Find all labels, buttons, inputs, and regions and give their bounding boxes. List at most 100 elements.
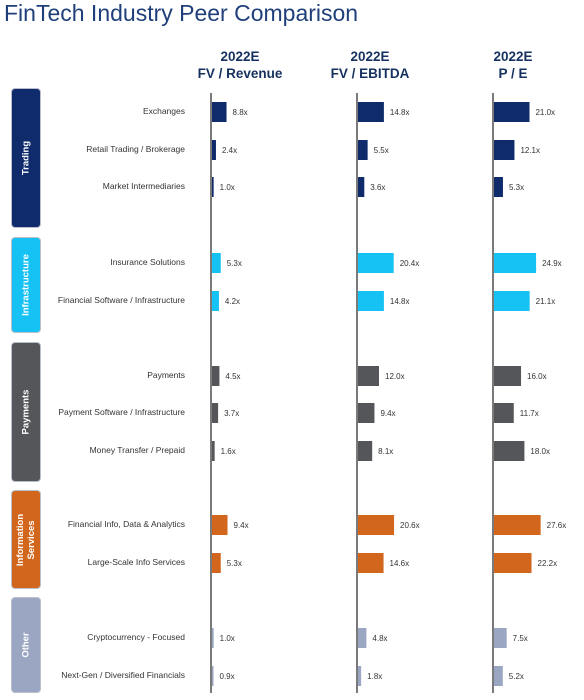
value-label-s2-r0: 21.0x <box>535 108 555 117</box>
bar-s1-r9 <box>358 553 384 573</box>
bar-s1-r3 <box>358 253 394 273</box>
value-label-s1-r3: 20.4x <box>400 259 420 268</box>
value-label-s2-r3: 24.9x <box>542 259 562 268</box>
column-header-0-line-0: 2022E <box>220 49 260 64</box>
value-label-s0-r10: 1.0x <box>220 634 235 643</box>
bar-s1-r7 <box>358 441 373 461</box>
value-label-s0-r11: 0.9x <box>220 672 235 681</box>
value-label-s0-r6: 3.7x <box>224 409 239 418</box>
column-header-2: 2022E P / E <box>443 48 583 82</box>
value-label-s1-r0: 14.8x <box>390 108 410 117</box>
value-label-s1-r10: 4.8x <box>372 634 387 643</box>
value-label-s1-r8: 20.6x <box>400 521 420 530</box>
column-header-1-line-1: FV / EBITDA <box>330 66 410 81</box>
group-box-0: Trading <box>11 88 41 228</box>
bar-s2-r11 <box>494 666 503 686</box>
category-label-4: Financial Software / Infrastructure <box>57 295 185 305</box>
bar-s0-r5 <box>212 366 220 386</box>
value-label-s0-r0: 8.8x <box>233 108 248 117</box>
value-label-s2-r11: 5.2x <box>509 672 524 681</box>
value-label-s1-r1: 5.5x <box>374 146 389 155</box>
value-label-s2-r9: 22.2x <box>538 559 558 568</box>
value-label-s1-r7: 8.1x <box>378 447 393 456</box>
group-box-2: Payments <box>11 342 41 482</box>
value-label-s0-r3: 5.3x <box>227 259 242 268</box>
column-header-1-line-0: 2022E <box>350 49 390 64</box>
bar-s1-r0 <box>358 102 384 122</box>
value-label-s1-r11: 1.8x <box>367 672 382 681</box>
column-header-2-line-1: P / E <box>498 66 528 81</box>
bar-s2-r5 <box>494 366 522 386</box>
category-label-0: Exchanges <box>142 106 185 116</box>
bar-s0-r4 <box>212 291 219 311</box>
group-box-3: Information Services <box>11 490 41 589</box>
bar-s0-r10 <box>212 628 214 648</box>
category-label-2: Market Intermediaries <box>102 181 185 191</box>
value-label-s1-r2: 3.6x <box>370 183 385 192</box>
value-label-s1-r5: 12.0x <box>385 372 405 381</box>
bar-s0-r7 <box>212 441 215 461</box>
category-label-6: Payment Software / Infrastructure <box>58 407 185 417</box>
value-label-s0-r1: 2.4x <box>222 146 237 155</box>
bar-s1-r10 <box>358 628 367 648</box>
value-label-s1-r9: 14.6x <box>390 559 410 568</box>
category-label-3: Insurance Solutions <box>110 257 185 267</box>
category-label-10: Cryptocurrency - Focused <box>87 632 185 642</box>
column-header-0: 2022E FV / Revenue <box>170 48 310 82</box>
category-label-9: Large-Scale Info Services <box>87 557 185 567</box>
bar-s2-r4 <box>494 291 530 311</box>
value-label-s0-r8: 9.4x <box>234 521 249 530</box>
bar-s1-r2 <box>358 177 365 197</box>
bar-s1-r1 <box>358 140 368 160</box>
value-label-s0-r7: 1.6x <box>221 447 236 456</box>
bar-s2-r2 <box>494 177 503 197</box>
bar-s2-r9 <box>494 553 532 573</box>
bar-s0-r9 <box>212 553 221 573</box>
category-label-7: Money Transfer / Prepaid <box>89 445 185 455</box>
bar-s0-r2 <box>212 177 214 197</box>
bar-s1-r8 <box>358 515 395 535</box>
value-label-s0-r5: 4.5x <box>225 372 240 381</box>
value-label-s1-r4: 14.8x <box>390 297 410 306</box>
bar-s1-r5 <box>358 366 379 386</box>
bar-s0-r3 <box>212 253 221 273</box>
value-label-s0-r9: 5.3x <box>227 559 242 568</box>
category-label-5: Payments <box>147 370 185 380</box>
value-label-s1-r6: 9.4x <box>380 409 395 418</box>
bar-s1-r6 <box>358 403 375 423</box>
value-label-s0-r4: 4.2x <box>225 297 240 306</box>
value-label-s0-r2: 1.0x <box>220 183 235 192</box>
column-header-2-line-0: 2022E <box>493 49 533 64</box>
column-header-0-line-1: FV / Revenue <box>197 66 283 81</box>
value-label-s2-r7: 18.0x <box>530 447 550 456</box>
bar-s0-r8 <box>212 515 228 535</box>
value-label-s2-r1: 12.1x <box>520 146 540 155</box>
bar-s0-r11 <box>212 666 214 686</box>
bar-s1-r11 <box>358 666 362 686</box>
bar-s2-r1 <box>494 140 515 160</box>
value-label-s2-r2: 5.3x <box>509 183 524 192</box>
value-label-s2-r6: 11.7x <box>520 409 539 418</box>
value-label-s2-r5: 16.0x <box>527 372 547 381</box>
group-box-1: Infrastructure <box>11 237 41 333</box>
bar-s0-r6 <box>212 403 219 423</box>
bar-s2-r6 <box>494 403 514 423</box>
category-label-11: Next-Gen / Diversified Financials <box>61 670 185 680</box>
bar-s0-r1 <box>212 140 216 160</box>
bar-s2-r10 <box>494 628 507 648</box>
bar-s2-r8 <box>494 515 541 535</box>
bar-s1-r4 <box>358 291 384 311</box>
value-label-s2-r8: 27.6x <box>547 521 567 530</box>
value-label-s2-r4: 21.1x <box>536 297 556 306</box>
category-label-1: Retail Trading / Brokerage <box>86 144 185 154</box>
bar-s2-r7 <box>494 441 525 461</box>
value-label-s2-r10: 7.5x <box>513 634 528 643</box>
bar-s0-r0 <box>212 102 227 122</box>
column-header-1: 2022E FV / EBITDA <box>300 48 440 82</box>
bar-s2-r0 <box>494 102 530 122</box>
bar-s2-r3 <box>494 253 537 273</box>
page-title: FinTech Industry Peer Comparison <box>4 0 359 26</box>
group-box-4: Other <box>11 597 41 693</box>
category-label-8: Financial Info, Data & Analytics <box>67 519 185 529</box>
